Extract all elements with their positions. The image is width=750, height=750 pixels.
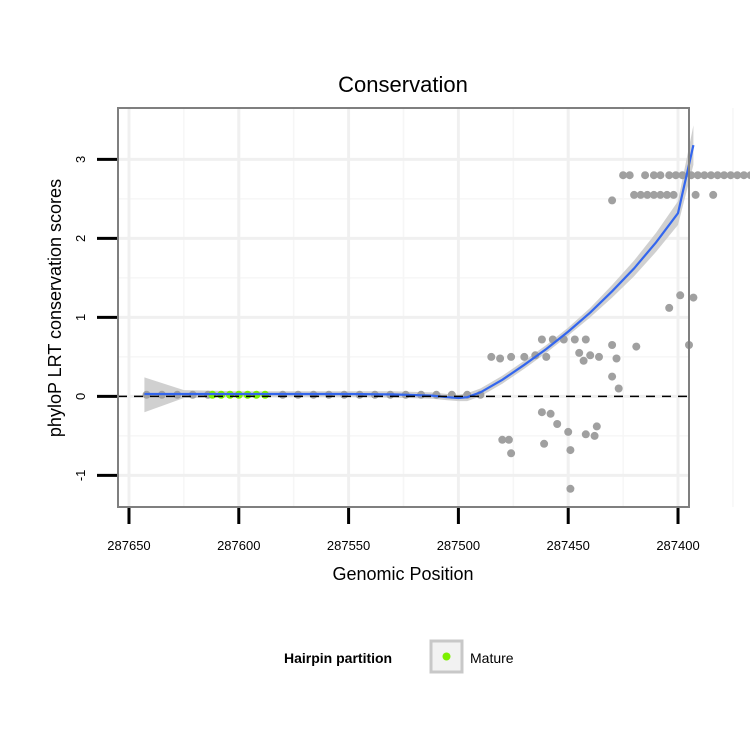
data-point bbox=[595, 352, 603, 361]
data-point bbox=[643, 190, 652, 199]
data-point bbox=[487, 352, 496, 361]
x-axis: 287650 287600 287550 287500 287450 287400 bbox=[107, 508, 700, 553]
data-points bbox=[142, 171, 750, 493]
y-axis-title: phyloP LRT conservation scores bbox=[45, 179, 65, 437]
confidence-band-layer bbox=[144, 125, 694, 413]
data-point bbox=[608, 372, 617, 381]
data-point bbox=[520, 352, 529, 361]
data-point bbox=[614, 384, 623, 393]
data-point bbox=[507, 449, 516, 458]
x-tick-label: 287550 bbox=[327, 538, 370, 553]
data-point bbox=[669, 190, 678, 199]
data-point bbox=[649, 171, 658, 180]
panel-border bbox=[117, 107, 690, 508]
data-point bbox=[665, 303, 674, 312]
y-tick-label: -1 bbox=[73, 470, 88, 482]
data-point bbox=[630, 190, 639, 199]
y-tick-label: 0 bbox=[73, 393, 88, 400]
data-point bbox=[713, 171, 722, 180]
y-axis: -1 0 1 2 3 bbox=[73, 156, 117, 481]
data-point bbox=[632, 342, 641, 351]
data-point bbox=[586, 351, 595, 360]
legend: Hairpin partition Mature bbox=[284, 639, 514, 674]
data-point bbox=[570, 335, 579, 344]
data-point bbox=[676, 291, 685, 300]
data-point bbox=[707, 171, 715, 180]
data-point bbox=[564, 427, 573, 436]
data-point bbox=[504, 435, 513, 444]
chart-title: Conservation bbox=[338, 72, 468, 97]
data-point bbox=[693, 171, 702, 180]
data-point bbox=[566, 446, 575, 455]
data-point bbox=[546, 409, 555, 418]
y-tick-label: 2 bbox=[73, 235, 88, 242]
x-tick-label: 287400 bbox=[656, 538, 699, 553]
data-point bbox=[663, 190, 671, 199]
data-point bbox=[542, 352, 551, 361]
data-point bbox=[700, 171, 709, 180]
confidence-band bbox=[144, 125, 694, 413]
data-point bbox=[498, 435, 507, 444]
data-point bbox=[537, 408, 546, 417]
data-point bbox=[608, 341, 617, 349]
data-point bbox=[612, 354, 621, 363]
data-point bbox=[636, 190, 645, 199]
data-point bbox=[579, 356, 588, 365]
data-point bbox=[678, 171, 687, 180]
x-tick-label: 287650 bbox=[107, 538, 150, 553]
data-point bbox=[592, 422, 601, 431]
data-point bbox=[540, 439, 549, 448]
data-point bbox=[671, 171, 680, 180]
data-point bbox=[665, 171, 674, 180]
x-axis-title: Genomic Position bbox=[332, 564, 473, 584]
x-tick-label: 287500 bbox=[437, 538, 480, 553]
smooth-line bbox=[144, 144, 695, 400]
data-point bbox=[553, 420, 562, 428]
data-point bbox=[496, 354, 505, 363]
legend-mature-swatch bbox=[442, 652, 451, 661]
data-point bbox=[581, 335, 590, 344]
data-point bbox=[709, 190, 718, 199]
data-point bbox=[739, 171, 748, 180]
smooth-line-layer bbox=[144, 144, 695, 400]
data-point bbox=[726, 171, 735, 180]
data-point bbox=[625, 171, 634, 180]
data-point bbox=[689, 293, 698, 302]
data-point bbox=[649, 190, 658, 199]
data-point bbox=[619, 171, 628, 180]
grid bbox=[118, 108, 734, 507]
data-point bbox=[641, 171, 650, 180]
data-point bbox=[691, 190, 700, 199]
data-point bbox=[566, 484, 575, 493]
data-point bbox=[733, 171, 742, 180]
data-point bbox=[720, 171, 729, 180]
y-tick-label: 3 bbox=[73, 156, 88, 163]
data-point bbox=[537, 335, 546, 344]
data-point bbox=[656, 190, 665, 199]
legend-label-mature: Mature bbox=[470, 650, 514, 666]
data-point bbox=[608, 196, 617, 205]
data-point bbox=[507, 352, 516, 361]
x-tick-label: 287450 bbox=[547, 538, 590, 553]
data-point bbox=[590, 431, 599, 440]
x-tick-label: 287600 bbox=[217, 538, 260, 553]
data-point bbox=[746, 171, 750, 180]
y-tick-label: 1 bbox=[73, 314, 88, 321]
data-point bbox=[575, 348, 584, 357]
data-point bbox=[656, 171, 665, 180]
legend-title: Hairpin partition bbox=[284, 650, 392, 666]
data-point bbox=[581, 430, 590, 439]
